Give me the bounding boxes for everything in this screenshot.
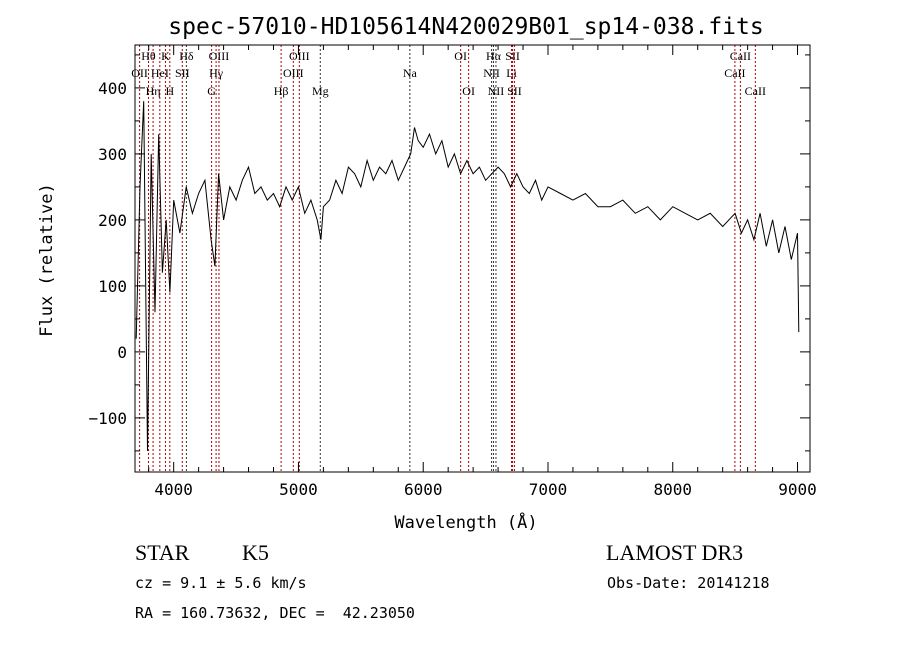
survey-label: LAMOST DR3 [606, 540, 744, 565]
spectral-line-label: SII [507, 84, 522, 98]
obs-date-text: Obs-Date: 20141218 [607, 574, 770, 592]
spectral-line-label: OI [454, 49, 467, 63]
flux-series-line [135, 101, 800, 451]
spectral-line-label: OIII [283, 66, 304, 80]
spectral-line-label: OI [462, 84, 475, 98]
spectral-line-label: CaII [745, 84, 766, 98]
object-subclass: K5 [242, 540, 269, 565]
y-tick-label: 200 [98, 211, 127, 230]
y-tick-label: 100 [98, 277, 127, 296]
spectral-line-label: NII [488, 84, 505, 98]
spectral-line-label: SII [175, 66, 190, 80]
spectral-line-label: CaII [730, 49, 751, 63]
spectral-line-label: OIII [289, 49, 310, 63]
y-tick-label: 0 [117, 343, 127, 362]
plot-frame [134, 44, 811, 473]
chart-title: spec-57010-HD105614N420029B01_sp14-038.f… [168, 14, 763, 40]
y-tick-label: 400 [98, 79, 127, 98]
x-tick-label: 4000 [154, 480, 193, 499]
spectral-line-label: H [165, 84, 174, 98]
spectral-line-label: NII [483, 66, 500, 80]
spectral-line-label: Hδ [179, 49, 194, 63]
x-tick-label: 9000 [778, 480, 817, 499]
x-tick-label: 8000 [653, 480, 692, 499]
spectrum-chart: spec-57010-HD105614N420029B01_sp14-038.f… [37, 14, 817, 533]
spectral-line-label: G [207, 84, 216, 98]
spectral-line-label: Na [403, 66, 418, 80]
y-tick-label: 300 [98, 145, 127, 164]
spectral-line-label: K [161, 49, 170, 63]
spectral-line-label: Hθ [141, 49, 156, 63]
object-class: STAR [135, 540, 190, 565]
spectral-line-label: HeI [151, 66, 169, 80]
spectral-line-label: Hγ [209, 66, 224, 80]
x-tick-label: 5000 [279, 480, 318, 499]
spectral-line-label: Hβ [274, 84, 289, 98]
y-tick-label: −100 [88, 409, 127, 428]
spectral-line-label: Hα [486, 49, 502, 63]
spectral-line-label: Mg [312, 84, 329, 98]
spectral-line-label: SII [505, 49, 520, 63]
spectral-line-label: CaII [724, 66, 745, 80]
coordinates-text: RA = 160.73632, DEC = 42.23050 [135, 604, 415, 622]
x-tick-label: 7000 [529, 480, 568, 499]
y-axis-label: Flux (relative) [37, 183, 57, 337]
x-axis-label: Wavelength (Å) [394, 511, 537, 533]
spectral-line-label: Li [506, 66, 517, 80]
spectral-line-label: OIII [209, 49, 230, 63]
redshift-text: cz = 9.1 ± 5.6 km/s [135, 574, 307, 592]
x-tick-label: 6000 [404, 480, 443, 499]
spectral-line-label: OII [131, 66, 148, 80]
spectral-line-label: Hη [146, 84, 161, 98]
